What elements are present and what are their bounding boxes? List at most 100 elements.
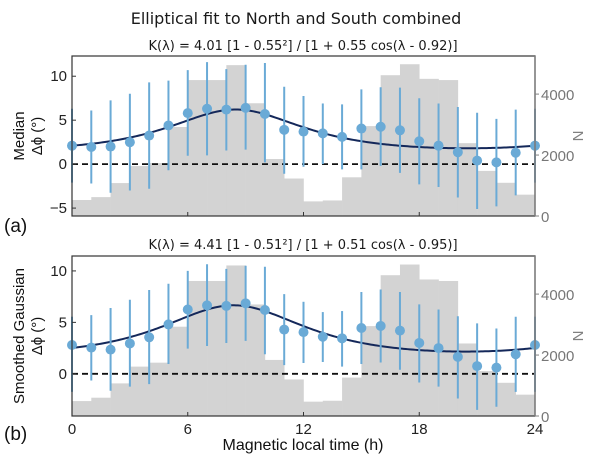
panel-b-hist-bar <box>91 397 111 416</box>
panel-b-data-point <box>433 343 444 354</box>
panel-a-data-point <box>452 147 463 158</box>
panel-a-y2tick-label: 2000 <box>541 148 574 165</box>
panel-a-data-point <box>124 137 135 148</box>
panel-b-hist-bar <box>284 379 304 416</box>
panel-b-points <box>67 298 540 373</box>
panel-a-data-point <box>259 109 270 120</box>
panel-b-data-point <box>317 331 328 342</box>
panel-b-data-point <box>472 361 483 372</box>
panel-b-hist-bar <box>149 362 169 416</box>
panel-b-y2tick-label: 0 <box>541 409 549 426</box>
panel-b-data-point <box>414 337 425 348</box>
panel-b-xtick-label: 12 <box>295 421 312 438</box>
panel-a-hist-bar <box>496 182 517 216</box>
panel-a-hist-bar <box>515 194 536 216</box>
panel-a-hist-bar <box>72 200 92 216</box>
panel-a-hist-bar <box>91 197 111 216</box>
panel-b-data-point <box>202 300 213 311</box>
x-axis-label: Magnetic local time (h) <box>223 437 384 454</box>
panel-a-data-point <box>317 128 328 139</box>
panel-b-hist-bar <box>110 383 131 416</box>
panel-a-hist-bar <box>303 201 324 216</box>
panel-a-hist-bar <box>245 103 266 216</box>
panel-b-data-point <box>279 324 290 335</box>
panel-b-data-point <box>394 325 405 336</box>
panel-a-data-point <box>86 141 97 152</box>
panel-a-data-point <box>510 147 521 158</box>
figure-title: Elliptical fit to North and South combin… <box>131 9 462 28</box>
panel-a-hist-bar <box>168 127 189 216</box>
panel-a: K(λ) = 4.01 [1 - 0.55²] / [1 + 0.55 cos(… <box>4 39 587 237</box>
panel-a-hist-bar <box>207 80 227 216</box>
panel-a-hist-bar <box>477 170 497 216</box>
panel-b-data-point <box>452 351 463 362</box>
panel-b: K(λ) = 4.41 [1 - 0.51²] / [1 + 0.51 cos(… <box>4 238 587 445</box>
panel-b-y2label: N <box>570 331 587 342</box>
panel-a-points <box>67 102 540 168</box>
panel-b-data-point <box>356 323 367 334</box>
panel-a-data-point <box>472 155 483 166</box>
panel-a-y-ticks: −5 0 5 10 <box>50 68 76 217</box>
panel-b-data-point <box>182 304 193 315</box>
panel-a-data-point <box>240 102 251 113</box>
panel-b-hist-bar <box>72 401 92 416</box>
panel-b-data-point <box>259 305 270 316</box>
panel-a-hist-bar <box>129 166 150 216</box>
panel-a-histogram <box>72 64 536 217</box>
panel-b-data-point <box>86 342 97 353</box>
panel-a-data-point <box>337 131 348 142</box>
panel-b-ytick-label: 10 <box>50 263 67 280</box>
panel-b-data-point <box>124 338 135 349</box>
panel-a-hist-bar <box>322 200 343 216</box>
panel-b-hist-bar <box>380 275 401 416</box>
panel-a-y2-ticks: 0 2000 4000 <box>535 87 574 226</box>
panel-a-hist-bar <box>264 159 285 216</box>
panel-a-data-point <box>105 141 116 152</box>
panel-b-hist-bar <box>515 394 536 416</box>
panel-b-data-point <box>337 333 348 344</box>
panel-b-hist-bar <box>303 401 324 416</box>
panel-b-hist-bar <box>496 382 517 416</box>
panel-b-hist-bar <box>226 265 246 416</box>
panel-b-hist-bar <box>129 366 150 416</box>
panel-b-y2tick-label: 4000 <box>541 287 574 304</box>
panel-b-hist-bar <box>361 326 381 416</box>
panel-a-ylabel-line1: Median <box>11 111 28 160</box>
panel-b-hist-bar <box>438 280 459 416</box>
panel-b-ylabel-line1: Smoothed Gaussian <box>11 268 28 404</box>
panel-a-data-point <box>414 136 425 147</box>
panel-b-hist-bar <box>399 264 420 416</box>
panel-a-data-point <box>433 140 444 151</box>
panel-a-data-point <box>279 124 290 135</box>
panel-a-hist-bar <box>361 126 381 216</box>
panel-a-data-point <box>163 120 174 131</box>
panel-b-data-point <box>144 332 155 343</box>
panel-b-xtick-label: 6 <box>184 421 192 438</box>
panel-b-data-point <box>491 362 502 373</box>
panel-b-data-point <box>298 327 309 338</box>
panel-b-xtick-label: 18 <box>411 421 428 438</box>
panel-b-ylabel-line2: Δϕ (°) <box>29 317 46 356</box>
panel-a-hist-bar <box>110 183 131 216</box>
panel-a-data-point <box>182 108 193 119</box>
panel-a-ytick-label: 0 <box>59 156 67 173</box>
panel-a-label: (a) <box>4 216 27 237</box>
panel-a-ylabel-line2: Δϕ (°) <box>29 117 46 156</box>
panel-a-hist-bar <box>399 64 420 216</box>
panel-a-y2label: N <box>570 131 587 142</box>
panel-a-data-point <box>202 103 213 114</box>
panel-b-xtick-label: 0 <box>68 421 76 438</box>
panel-b-hist-bar <box>342 377 362 416</box>
panel-a-data-point <box>356 123 367 134</box>
panel-b-hist-bar <box>264 359 285 416</box>
panel-a-title: K(λ) = 4.01 [1 - 0.55²] / [1 + 0.55 cos(… <box>148 39 457 54</box>
panel-a-hist-bar <box>149 162 169 216</box>
panel-a-data-point <box>298 126 309 137</box>
panel-a-y2tick-label: 0 <box>541 209 549 226</box>
panel-a-hist-bar <box>284 178 304 216</box>
panel-b-hist-bar <box>207 280 227 416</box>
panel-b-hist-bar <box>477 371 497 416</box>
panel-b-hist-bar <box>168 326 189 416</box>
panel-b-hist-bar <box>245 304 266 416</box>
